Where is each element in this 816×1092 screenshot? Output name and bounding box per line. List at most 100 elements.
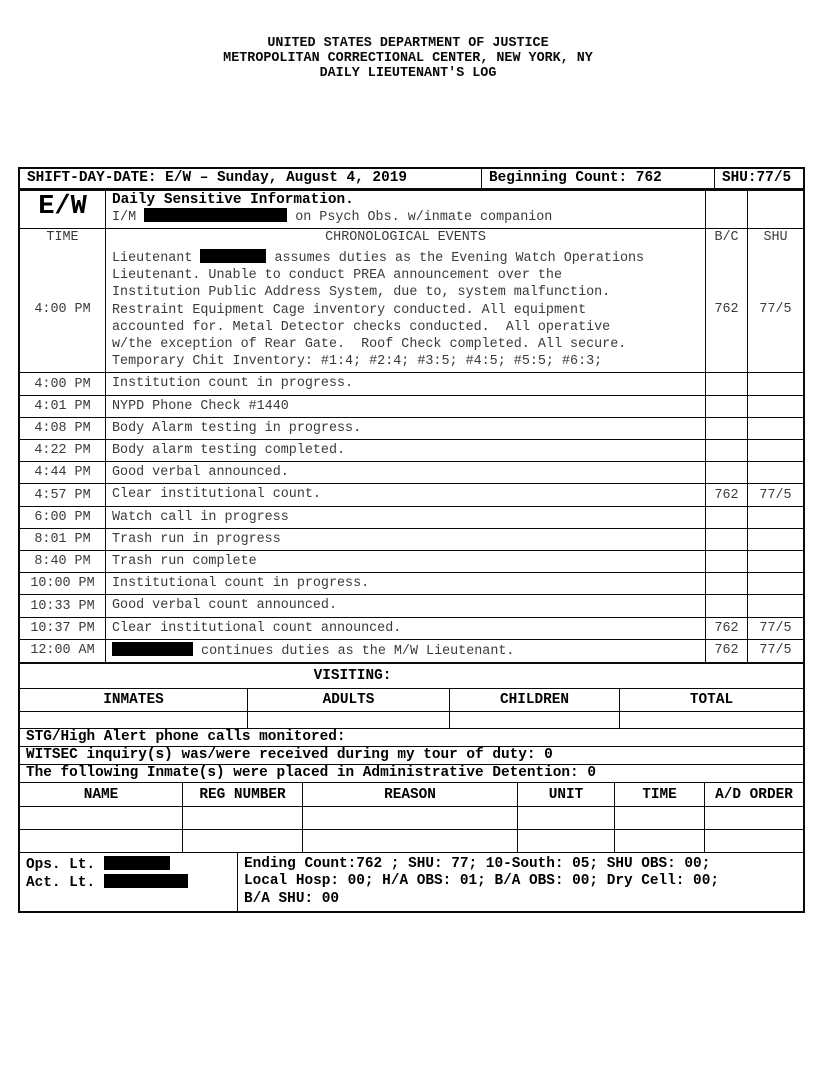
log-entry-time: 4:08 PM [34, 420, 91, 436]
log-entry-time: 4:57 PM [34, 487, 91, 503]
log-entry-row: 4:22 PM Body alarm testing completed. [20, 439, 803, 462]
log-entry-text: Trash run in progress [105, 528, 705, 551]
shift-day-date: SHIFT-DAY-DATE: E/W – Sunday, August 4, … [27, 170, 407, 186]
log-entry-text: Watch call in progress [105, 506, 705, 528]
notice-admin-detention: The following Inmate(s) were placed in A… [20, 764, 803, 782]
lieutenant-log-form: SHIFT-DAY-DATE: E/W – Sunday, August 4, … [18, 167, 805, 914]
log-entry-time: 10:37 PM [30, 620, 95, 636]
log-entry-shu: 77/5 [747, 247, 803, 373]
log-entry-shu [747, 417, 803, 440]
log-entry-text: NYPD Phone Check #1440 [105, 395, 705, 417]
shu-count: SHU:77/5 [714, 169, 803, 188]
visiting-empty-row [20, 711, 803, 729]
log-entry-row: 8:40 PM Trash run complete [20, 550, 803, 573]
log-entry-row: 10:00 PM Institutional count in progress. [20, 572, 803, 595]
log-entry-bc [705, 373, 747, 395]
log-entry-shu [747, 551, 803, 573]
log-entry-shu [747, 395, 803, 417]
log-entry-row: 4:01 PM NYPD Phone Check #1440 [20, 394, 803, 417]
log-entry-time: 4:00 PM [34, 376, 91, 392]
redaction-bar [200, 249, 267, 263]
log-entry-shu [747, 462, 803, 484]
visiting-col-adults: ADULTS [247, 689, 449, 712]
log-entry-time: 12:00 AM [30, 643, 95, 659]
log-entry-bc [705, 573, 747, 595]
log-entry-text: Institutional count in progress. [105, 573, 705, 595]
log-entry-bc: 762 [705, 617, 747, 639]
log-entry-row: 4:08 PM Body Alarm testing in progress. [20, 416, 803, 440]
log-entry-bc [705, 595, 747, 617]
log-entry-text: Body Alarm testing in progress. [105, 417, 705, 440]
ad-col-name: NAME [83, 786, 119, 803]
summary-line-1: Ending Count:762 ; SHU: 77; 10-South: 05… [244, 856, 711, 873]
log-entry-row: 6:00 PM Watch call in progress [20, 505, 803, 528]
col-header-events: CHRONOLOGICAL EVENTS [105, 229, 705, 247]
visiting-title: VISITING: [313, 668, 392, 685]
log-entries: 4:00 PM Lieutenant assumes duties as the … [20, 247, 803, 663]
document-page: UNITED STATES DEPARTMENT OF JUSTICE METR… [0, 36, 816, 914]
log-entry-row: 10:33 PM Good verbal count announced. [20, 594, 803, 617]
redaction-bar [144, 208, 288, 222]
visiting-col-total: TOTAL [619, 689, 803, 712]
doc-title-line-2: METROPOLITAN CORRECTIONAL CENTER, NEW YO… [223, 51, 593, 66]
lieutenant-signatures: Ops. Lt. Act. Lt. [20, 853, 237, 911]
log-entry-row: 12:00 AM continues duties as the M/W Lie… [20, 638, 803, 663]
ad-col-reason: REASON [302, 783, 517, 807]
sensitive-info-cell: Daily Sensitive Information. I/M on Psyc… [105, 191, 705, 228]
shift-code: E/W [38, 192, 87, 222]
log-entry-bc [705, 506, 747, 528]
log-entry-row: 4:57 PM Clear institutional count. 762 77/5 [20, 483, 803, 506]
log-entry-bc [705, 551, 747, 573]
log-entry-shu [747, 595, 803, 617]
log-entry-shu [747, 528, 803, 551]
redaction-bar [112, 641, 193, 656]
log-entry-bc [705, 440, 747, 462]
doc-title-line-1: UNITED STATES DEPARTMENT OF JUSTICE [267, 36, 549, 51]
act-lt-line: Act. Lt. [26, 874, 233, 892]
log-entry-bc: 762 [705, 247, 747, 373]
ad-col-order: A/D ORDER [704, 783, 803, 807]
redaction-bar [103, 874, 188, 889]
visiting-col-inmates: INMATES [103, 692, 164, 709]
log-entry-text: Clear institutional count. [105, 484, 705, 506]
col-header-shu: SHU [747, 229, 803, 247]
ops-lt-line: Ops. Lt. [26, 856, 233, 874]
ad-col-reg-number: REG NUMBER [182, 783, 302, 807]
log-entry-bc [705, 395, 747, 417]
log-entry-row: 10:37 PM Clear institutional count announ… [20, 616, 803, 639]
log-entry-row: 8:01 PM Trash run in progress [20, 527, 803, 551]
log-entry-shu: 77/5 [747, 484, 803, 506]
ad-empty-row [20, 806, 803, 830]
sensitive-info-detail: I/M on Psych Obs. w/inmate companion [112, 208, 701, 226]
log-entry-row: 4:00 PM Institution count in progress. [20, 372, 803, 395]
inmate-suffix: on Psych Obs. w/inmate companion [287, 210, 553, 225]
sensitive-shu-empty-cell [747, 191, 803, 228]
sensitive-info-row: E/W Daily Sensitive Information. I/M on … [20, 189, 803, 228]
log-entry-text: Institution count in progress. [105, 373, 705, 395]
log-entry-row: 4:44 PM Good verbal announced. [20, 461, 803, 484]
log-entry-bc: 762 [705, 639, 747, 663]
doc-title-line-3: DAILY LIEUTENANT'S LOG [319, 66, 497, 81]
log-entry-bc: 762 [705, 484, 747, 506]
col-header-time: TIME [46, 230, 79, 245]
log-entry-time: 4:44 PM [34, 465, 91, 481]
visiting-column-headers: INMATES ADULTS CHILDREN TOTAL [20, 688, 803, 712]
log-entry-shu: 77/5 [747, 617, 803, 639]
log-entry-time: 4:01 PM [34, 398, 91, 414]
notice-witsec: WITSEC inquiry(s) was/were received duri… [20, 746, 803, 764]
ad-col-time: TIME [614, 783, 704, 807]
signature-summary-row: Ops. Lt. Act. Lt. Ending Count:762 ; SHU… [20, 852, 803, 912]
log-entry-shu [747, 573, 803, 595]
summary-line-3: B/A SHU: 00 [244, 890, 339, 907]
inmate-prefix: I/M [112, 210, 145, 225]
log-entry-bc [705, 462, 747, 484]
visiting-section-row: VISITING: [20, 662, 803, 688]
shift-header-row: SHIFT-DAY-DATE: E/W – Sunday, August 4, … [20, 169, 803, 189]
beginning-count: Beginning Count: 762 [481, 169, 714, 188]
log-entry-text: Good verbal announced. [105, 462, 705, 484]
log-entry-time: 8:01 PM [34, 531, 91, 547]
log-entry-time: 10:00 PM [30, 576, 95, 592]
log-entry-time: 6:00 PM [34, 509, 91, 525]
summary-line-2: Local Hosp: 00; H/A OBS: 01; B/A OBS: 00… [244, 873, 719, 890]
visiting-col-children: CHILDREN [449, 689, 619, 712]
